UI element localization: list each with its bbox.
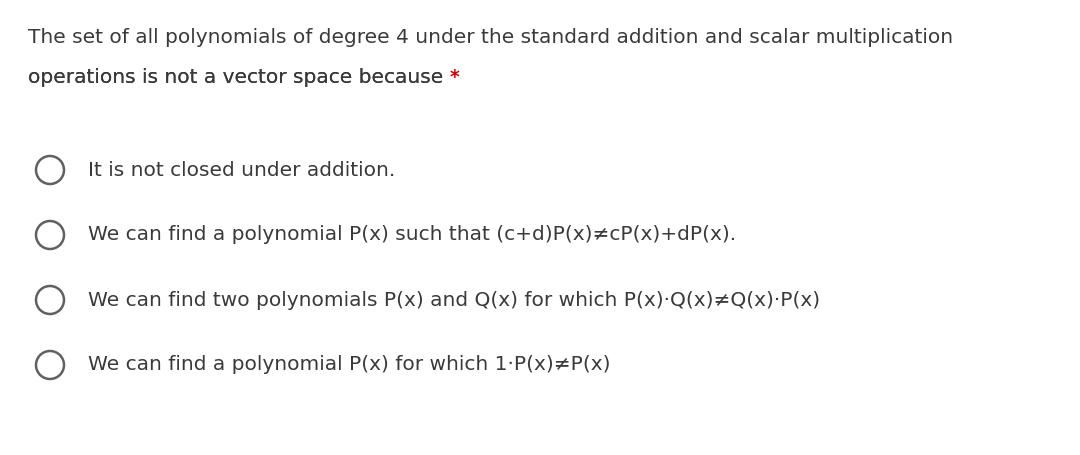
Text: We can find a polynomial P(x) such that (c+d)P(x)≠cP(x)+dP(x).: We can find a polynomial P(x) such that … [87,226,737,244]
Text: operations is not a vector space because: operations is not a vector space because [28,68,449,87]
Text: We can find a polynomial P(x) for which 1·P(x)≠P(x): We can find a polynomial P(x) for which … [87,355,610,374]
Text: *: * [449,68,459,87]
Text: We can find two polynomials P(x) and Q(x) for which P(x)·Q(x)≠Q(x)·P(x): We can find two polynomials P(x) and Q(x… [87,290,820,309]
Text: operations is not a vector space because: operations is not a vector space because [28,68,449,87]
Text: It is not closed under addition.: It is not closed under addition. [87,161,395,180]
Text: The set of all polynomials of degree 4 under the standard addition and scalar mu: The set of all polynomials of degree 4 u… [28,28,954,47]
